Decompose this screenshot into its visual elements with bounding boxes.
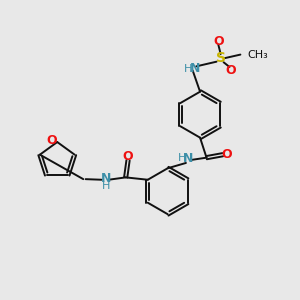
Text: H: H	[178, 153, 187, 163]
Text: O: O	[221, 148, 232, 161]
Text: O: O	[46, 134, 57, 147]
Text: H: H	[101, 181, 110, 190]
Text: N: N	[100, 172, 111, 185]
Text: H: H	[184, 64, 192, 74]
Text: O: O	[123, 150, 134, 163]
Text: O: O	[226, 64, 236, 77]
Text: N: N	[190, 61, 200, 75]
Text: O: O	[213, 34, 224, 48]
Text: S: S	[216, 51, 226, 65]
Text: N: N	[183, 152, 193, 165]
Text: CH₃: CH₃	[247, 50, 268, 60]
